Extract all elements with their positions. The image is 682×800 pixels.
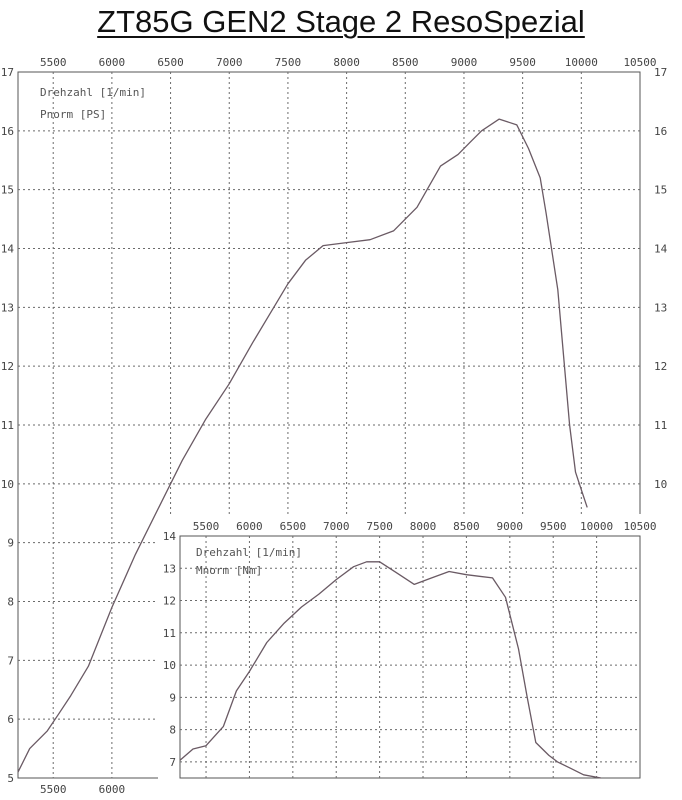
chart-title: ZT85G GEN2 Stage 2 ResoSpezial [0, 4, 682, 40]
y-tick-label-right: 16 [654, 125, 667, 138]
x-tick-label: 9000 [497, 520, 524, 533]
y-tick-label-right: 13 [654, 301, 667, 314]
x-tick-label: 8500 [392, 56, 419, 69]
y-tick-label: 14 [163, 530, 177, 543]
x-tick-label: 8000 [410, 520, 437, 533]
y-tick-label: 8 [169, 724, 176, 737]
series-line [17, 118, 588, 773]
y-tick-label-right: 11 [654, 419, 667, 432]
chart-torque: 5500 6000 6500 7000 7500 8000 8500 9000 9500 1000… [158, 514, 682, 800]
x-tick-label: 9000 [451, 56, 478, 69]
y-tick-label: 13 [1, 301, 14, 314]
x-tick-label: 6500 [157, 56, 184, 69]
x-tick-label: 10000 [565, 56, 598, 69]
y-tick-label: 11 [163, 627, 176, 640]
y-tick-label: 14 [1, 243, 15, 256]
chart-torque-frame [179, 535, 641, 779]
y-tick-label: 16 [1, 125, 14, 138]
y-tick-label-right: 15 [654, 184, 667, 197]
legend-entry: Drehzahl [1/min] [40, 86, 146, 99]
x-tick-label: 9500 [540, 520, 567, 533]
x-tick-label: 7500 [275, 56, 302, 69]
series-line [179, 561, 602, 779]
y-tick-label: 15 [1, 184, 14, 197]
x-tick-label: 10000 [580, 520, 613, 533]
x-tick-label: 10500 [623, 520, 656, 533]
y-tick-label: 9 [169, 691, 176, 704]
y-tick-label-right: 12 [654, 360, 667, 373]
y-tick-label: 17 [1, 66, 14, 79]
x-tick-label: 8500 [453, 520, 480, 533]
y-tick-label: 10 [163, 659, 176, 672]
legend-entry: Drehzahl [1/min] [196, 546, 302, 559]
y-tick-label: 11 [1, 419, 14, 432]
y-tick-label: 7 [7, 654, 14, 667]
x-tick-label: 8000 [333, 56, 360, 69]
x-tick-label: 7500 [366, 520, 393, 533]
y-tick-label: 6 [7, 713, 14, 726]
y-tick-label: 13 [163, 562, 176, 575]
y-tick-label: 9 [7, 537, 14, 550]
y-tick-label-right: 14 [654, 243, 668, 256]
x-tick-label: 5500 [40, 56, 67, 69]
x-tick-label: 7000 [216, 56, 243, 69]
legend-entry: Pnorm [PS] [40, 108, 106, 121]
x-tick-label: 6500 [280, 520, 307, 533]
chart-title-text: ZT85G GEN2 Stage 2 ResoSpezial [97, 4, 585, 39]
y-tick-label: 8 [7, 596, 14, 609]
x-tick-label: 7000 [323, 520, 350, 533]
x-tick-label: 6000 [99, 56, 126, 69]
x-tick-label: 10500 [623, 56, 656, 69]
y-tick-label: 10 [1, 478, 14, 491]
legend-entry: Mnorm [Nm] [196, 564, 262, 577]
x-tick-label: 9500 [509, 56, 536, 69]
y-tick-label: 12 [163, 595, 176, 608]
y-tick-label: 7 [169, 756, 176, 769]
chart-torque-background [158, 514, 682, 800]
x-tick-label-bottom: 5500 [40, 783, 67, 796]
y-tick-label-right: 10 [654, 478, 667, 491]
y-tick-label: 12 [1, 360, 14, 373]
y-tick-label: 5 [7, 772, 14, 785]
x-tick-label: 5500 [193, 520, 220, 533]
y-tick-label-right: 17 [654, 66, 667, 79]
x-tick-label-bottom: 6000 [99, 783, 126, 796]
x-tick-label: 6000 [236, 520, 263, 533]
